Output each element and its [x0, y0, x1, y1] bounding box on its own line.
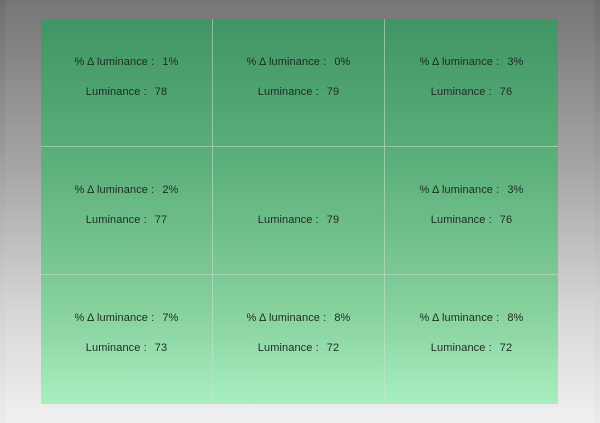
luminance-label: Luminance :: [430, 342, 492, 354]
luminance-value: 72: [326, 342, 340, 354]
luminance-label: Luminance :: [85, 214, 147, 226]
luminance-value: 79: [326, 214, 340, 226]
delta-line: % Δ luminance : 8%: [213, 312, 384, 324]
delta-label: % Δ luminance :: [246, 312, 327, 324]
luminance-value: 78: [154, 86, 168, 98]
delta-line: % Δ luminance : 2%: [41, 184, 212, 196]
luminance-label: Luminance :: [85, 86, 147, 98]
delta-line: % Δ luminance : 3%: [385, 184, 558, 196]
luminance-value: 73: [154, 342, 168, 354]
delta-line: % Δ luminance : 1%: [41, 56, 212, 68]
luminance-label: Luminance :: [430, 214, 492, 226]
grid-cell-top-right: % Δ luminance : 3% Luminance : 76: [385, 19, 558, 147]
luminance-line: Luminance : 78: [41, 86, 212, 98]
luminance-label: Luminance :: [257, 86, 319, 98]
grid-cell-middle-right: % Δ luminance : 3% Luminance : 76: [385, 147, 558, 275]
luminance-value: 79: [326, 86, 340, 98]
luminance-label: Luminance :: [430, 86, 492, 98]
delta-value: 3%: [507, 56, 524, 68]
delta-line: % Δ luminance : 3%: [385, 56, 558, 68]
grid-cell-bottom-left: % Δ luminance : 7% Luminance : 73: [41, 275, 213, 404]
luminance-value: 77: [154, 214, 168, 226]
luminance-line: Luminance : 72: [385, 342, 558, 354]
luminance-value: 76: [499, 86, 513, 98]
luminance-value: 72: [499, 342, 513, 354]
delta-value: 2%: [162, 184, 179, 196]
delta-value: 8%: [507, 312, 524, 324]
luminance-uniformity-grid: % Δ luminance : 1% Luminance : 78 % Δ lumi…: [41, 19, 558, 404]
delta-label: % Δ luminance :: [419, 312, 500, 324]
delta-label: % Δ luminance :: [74, 312, 155, 324]
luminance-line: Luminance : 79: [213, 86, 384, 98]
delta-line: % Δ luminance : 7%: [41, 312, 212, 324]
grid-cell-top-center: % Δ luminance : 0% Luminance : 79: [213, 19, 385, 147]
grid-cell-bottom-right: % Δ luminance : 8% Luminance : 72: [385, 275, 558, 404]
luminance-label: Luminance :: [257, 214, 319, 226]
grid-cell-middle-left: % Δ luminance : 2% Luminance : 77: [41, 147, 213, 275]
delta-label: % Δ luminance :: [419, 184, 500, 196]
luminance-value: 76: [499, 214, 513, 226]
luminance-label: Luminance :: [257, 342, 319, 354]
luminance-line: Luminance : 72: [213, 342, 384, 354]
delta-value: 7%: [162, 312, 179, 324]
luminance-label: Luminance :: [85, 342, 147, 354]
luminance-line: Luminance : 79: [213, 214, 384, 226]
delta-label: % Δ luminance :: [246, 56, 327, 68]
luminance-line: Luminance : 76: [385, 86, 558, 98]
delta-label: % Δ luminance :: [419, 56, 500, 68]
luminance-line: Luminance : 76: [385, 214, 558, 226]
grid-cell-center-reference: Luminance : 79: [213, 147, 385, 275]
grid-cell-top-left: % Δ luminance : 1% Luminance : 78: [41, 19, 213, 147]
delta-label: % Δ luminance :: [74, 56, 155, 68]
delta-line: % Δ luminance : 8%: [385, 312, 558, 324]
delta-value: 3%: [507, 184, 524, 196]
luminance-line: Luminance : 73: [41, 342, 212, 354]
delta-value: 8%: [334, 312, 351, 324]
delta-value: 1%: [162, 56, 179, 68]
grid-cell-bottom-center: % Δ luminance : 8% Luminance : 72: [213, 275, 385, 404]
delta-value: 0%: [334, 56, 351, 68]
delta-label: % Δ luminance :: [74, 184, 155, 196]
luminance-line: Luminance : 77: [41, 214, 212, 226]
delta-line: % Δ luminance : 0%: [213, 56, 384, 68]
